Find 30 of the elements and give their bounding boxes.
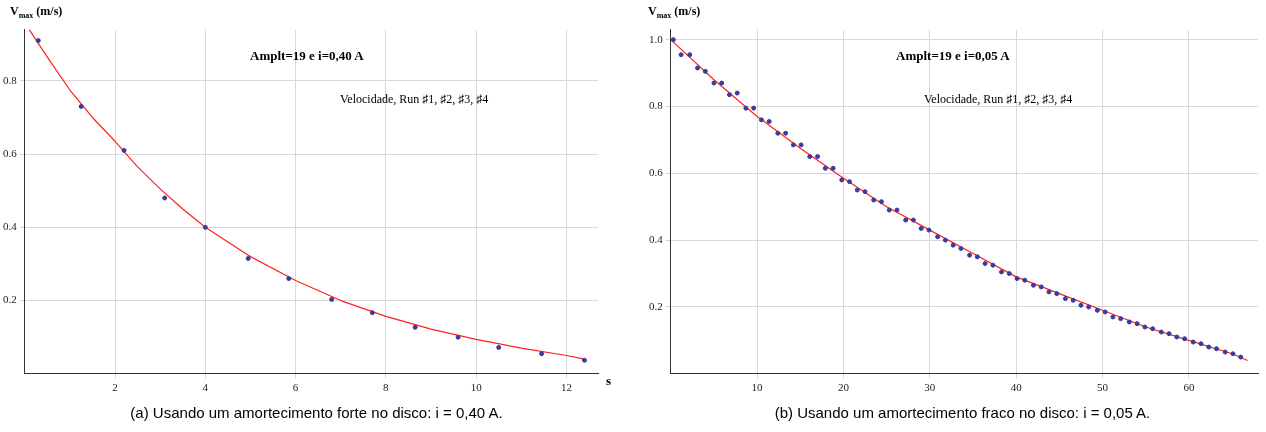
x-tick-label: 20 (837, 381, 850, 394)
y-tick-label: 0.6 (649, 166, 664, 179)
annotation: Velocidade, Run ♯1, ♯2, ♯3, ♯4 (924, 92, 1073, 107)
x-tick-label: 6 (292, 381, 299, 394)
y-tick-label: 0.8 (3, 73, 18, 86)
x-tick-label: 60 (1183, 381, 1195, 394)
y-tick-label: 0.2 (649, 299, 663, 312)
x-tick-label: 2 (112, 381, 118, 394)
x-tick-label: 10 (470, 381, 483, 394)
y-axis-title: V$_{max}$ (m/s) (10, 4, 63, 21)
x-tick-label: 50 (1097, 381, 1109, 394)
annotation: Velocidade, Run ♯1, ♯2, ♯3, ♯4 (340, 92, 489, 107)
text: Amplt=19 e i=0,40 A (250, 48, 364, 64)
y-tick-label: 0.8 (649, 99, 664, 112)
text: (a) Usando um amortecimento forte no disco: i = 0,40 A. (129, 404, 504, 421)
x-axis-title: s (606, 373, 612, 389)
x-tick-label: 4 (202, 381, 209, 394)
y-tick-label: 0.4 (649, 233, 664, 246)
x-tick-label: 40 (1010, 381, 1023, 394)
y-tick-label: 0.4 (3, 220, 18, 233)
x-tick-label: 12 (560, 381, 572, 394)
y-tick-label: 0.2 (3, 293, 17, 306)
text: (b) Usando um amortecimento fraco no disco: i = 0,05 A. (773, 404, 1152, 421)
y-axis-title: V$_{max}$ (m/s) (648, 4, 701, 21)
y-tick-label: 1.0 (649, 32, 664, 45)
x-tick-label: 8 (383, 381, 390, 394)
y-tick-label: 0.6 (3, 146, 18, 159)
x-tick-label: 10 (751, 381, 764, 394)
x-tick-label: 30 (924, 381, 936, 394)
text: Amplt=19 e i=0,05 A (896, 48, 1010, 64)
